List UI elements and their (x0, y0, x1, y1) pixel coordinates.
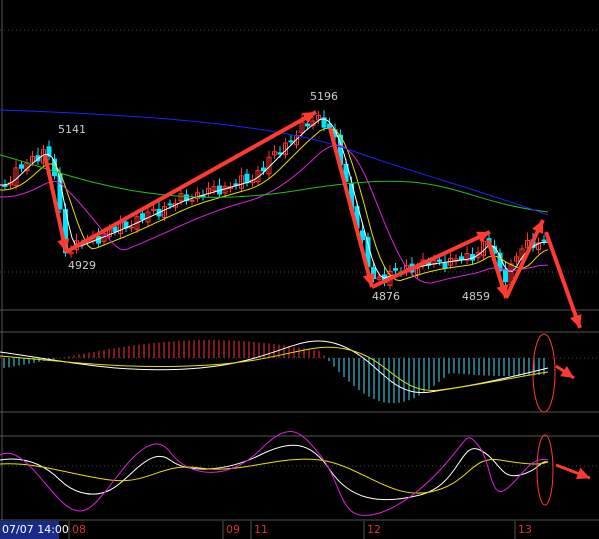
candle (167, 203, 173, 206)
arrow-head (576, 467, 590, 480)
annotation: 4929 (68, 259, 96, 272)
axis-label: 12 (367, 523, 381, 536)
arrow-head (570, 314, 582, 328)
arrow-head (362, 273, 375, 287)
axis-start-box (0, 521, 59, 539)
arrow-head (57, 238, 70, 252)
candle (305, 123, 310, 127)
ma-line (0, 127, 549, 282)
trend-arrow (43, 154, 68, 253)
ma-line (0, 144, 549, 284)
candle (514, 256, 519, 262)
candle (536, 242, 541, 251)
candle (277, 152, 283, 155)
ma-line (0, 118, 549, 279)
candle (112, 226, 118, 232)
axis-label: 08 (72, 523, 86, 536)
candle (244, 173, 250, 184)
candle (30, 155, 35, 163)
candle (173, 202, 178, 208)
candle (327, 123, 332, 128)
candle (195, 192, 200, 199)
candle (464, 253, 470, 261)
candle (129, 226, 134, 229)
candle (211, 186, 217, 191)
arrow-head (560, 365, 574, 378)
trend-arrow (371, 230, 491, 289)
arrow-head (476, 231, 490, 243)
ma-line (0, 154, 549, 213)
candle (178, 193, 184, 202)
axis-label: 13 (518, 523, 532, 536)
ma-line (0, 109, 549, 216)
arrow-head (302, 112, 316, 124)
plot (0, 109, 591, 539)
highlight (532, 333, 556, 413)
kdj-line (0, 431, 549, 516)
candle (288, 140, 294, 143)
arrow-head (496, 284, 509, 298)
candle (321, 117, 327, 128)
trend-arrow (328, 127, 374, 288)
axis-start: 07/07 14:00 (2, 523, 69, 536)
annotation: 5196 (310, 90, 338, 103)
candle (151, 208, 156, 211)
kdj-line (0, 444, 549, 501)
trend-arrow (65, 110, 317, 254)
candle (46, 146, 52, 157)
axis-label: 09 (226, 523, 240, 536)
annotation: 5141 (58, 123, 86, 136)
kdj-line (0, 458, 549, 494)
candle (35, 155, 41, 162)
candle (316, 114, 321, 121)
axis-label: 11 (254, 523, 268, 536)
candle (189, 199, 195, 202)
panel-borders (0, 0, 599, 521)
annotation: 4876 (372, 290, 400, 303)
macd-line (0, 346, 549, 391)
candle (393, 268, 398, 271)
candle (272, 151, 277, 156)
candle (503, 268, 508, 283)
annotation: 4859 (462, 290, 490, 303)
arrow-head (532, 220, 544, 234)
candle (360, 230, 365, 241)
highlight (536, 434, 554, 506)
candle (19, 164, 24, 169)
trend-arrow (544, 231, 582, 329)
candle (68, 251, 74, 255)
candle (162, 206, 167, 218)
candle (140, 213, 145, 220)
candle (134, 216, 140, 230)
candle (475, 252, 481, 259)
candle (261, 167, 266, 172)
candle (415, 268, 420, 276)
candle (541, 239, 547, 242)
candle (442, 262, 448, 269)
trend-arrow (504, 219, 545, 299)
candle (459, 256, 464, 261)
candle (376, 276, 382, 280)
candle (437, 259, 442, 262)
candle (239, 175, 244, 189)
